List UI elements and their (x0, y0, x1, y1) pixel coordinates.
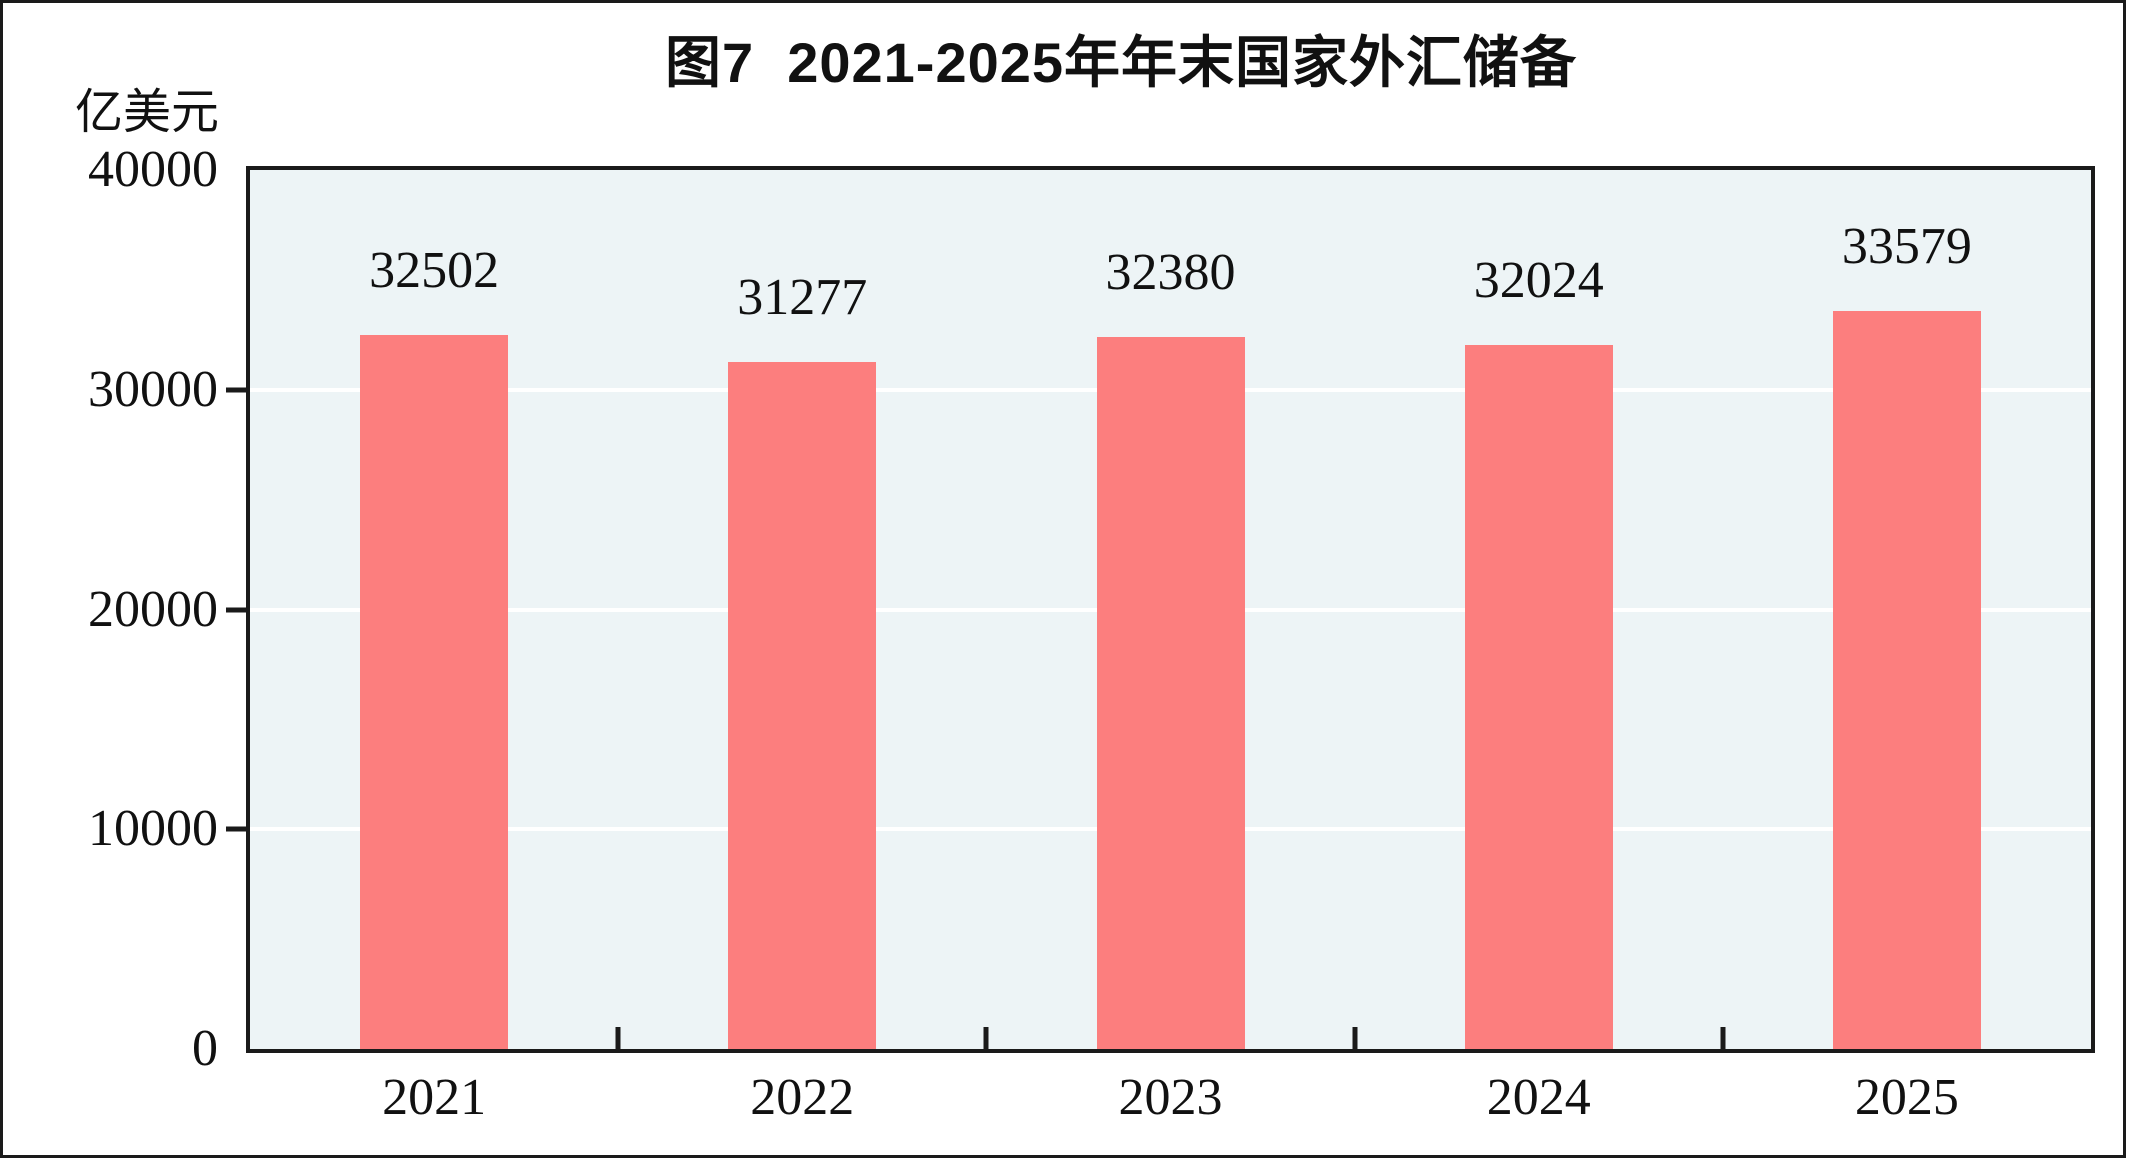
bar-group-2025: 33579 (1832, 170, 1981, 1049)
bar-value-label-2023: 32380 (1105, 244, 1236, 302)
bar-value-label-2025: 33579 (1841, 218, 1972, 276)
y-axis-tick-label-40000: 40000 (88, 141, 218, 198)
bar-value-label-2022: 31277 (737, 268, 868, 326)
bar-group-2021: 32502 (360, 170, 509, 1049)
bar-value-label-2024: 32024 (1473, 252, 1604, 310)
bar-2024 (1464, 345, 1613, 1049)
y-axis-tick-30000 (226, 387, 246, 393)
y-axis-tick-label-20000: 20000 (88, 580, 218, 638)
bar-group-2024: 32024 (1464, 170, 1613, 1049)
chart-title: 图7 2021-2025年年末国家外汇储备 (664, 31, 1578, 94)
bar-2023 (1096, 337, 1245, 1049)
plot-area: 40000 30000 20000 10000 0 32502 31277 32… (88, 144, 2095, 1075)
y-axis-tick-20000 (226, 607, 246, 612)
y-axis-tick-label-0: 0 (192, 1020, 218, 1077)
x-axis-label-2023: 2023 (1118, 1069, 1223, 1126)
x-axis-tick-4 (1720, 1027, 1726, 1049)
bar-2021 (360, 334, 509, 1049)
x-axis-label-2021: 2021 (382, 1069, 487, 1126)
x-axis-tick-3 (1352, 1027, 1358, 1049)
y-axis-unit-label: 亿美元 (74, 86, 219, 139)
bar-2022 (728, 361, 877, 1049)
x-axis-tick-2 (983, 1027, 989, 1049)
y-axis-tick-10000 (226, 826, 246, 832)
bar-group-2022: 31277 (728, 170, 877, 1049)
bar-2025 (1832, 311, 1981, 1049)
x-axis-label-2024: 2024 (1486, 1069, 1591, 1126)
y-axis-tick-label-30000: 30000 (88, 360, 218, 418)
x-axis-labels: 2021 2022 2023 2024 2025 (250, 1066, 2091, 1130)
bar-value-label-2021: 32502 (369, 241, 500, 299)
bar-group-2023: 32380 (1096, 170, 1245, 1049)
y-axis-tick-label-10000: 10000 (88, 800, 218, 858)
x-axis-label-2022: 2022 (750, 1069, 855, 1126)
x-axis-tick-1 (615, 1027, 621, 1049)
x-axis-label-2025: 2025 (1854, 1069, 1959, 1126)
